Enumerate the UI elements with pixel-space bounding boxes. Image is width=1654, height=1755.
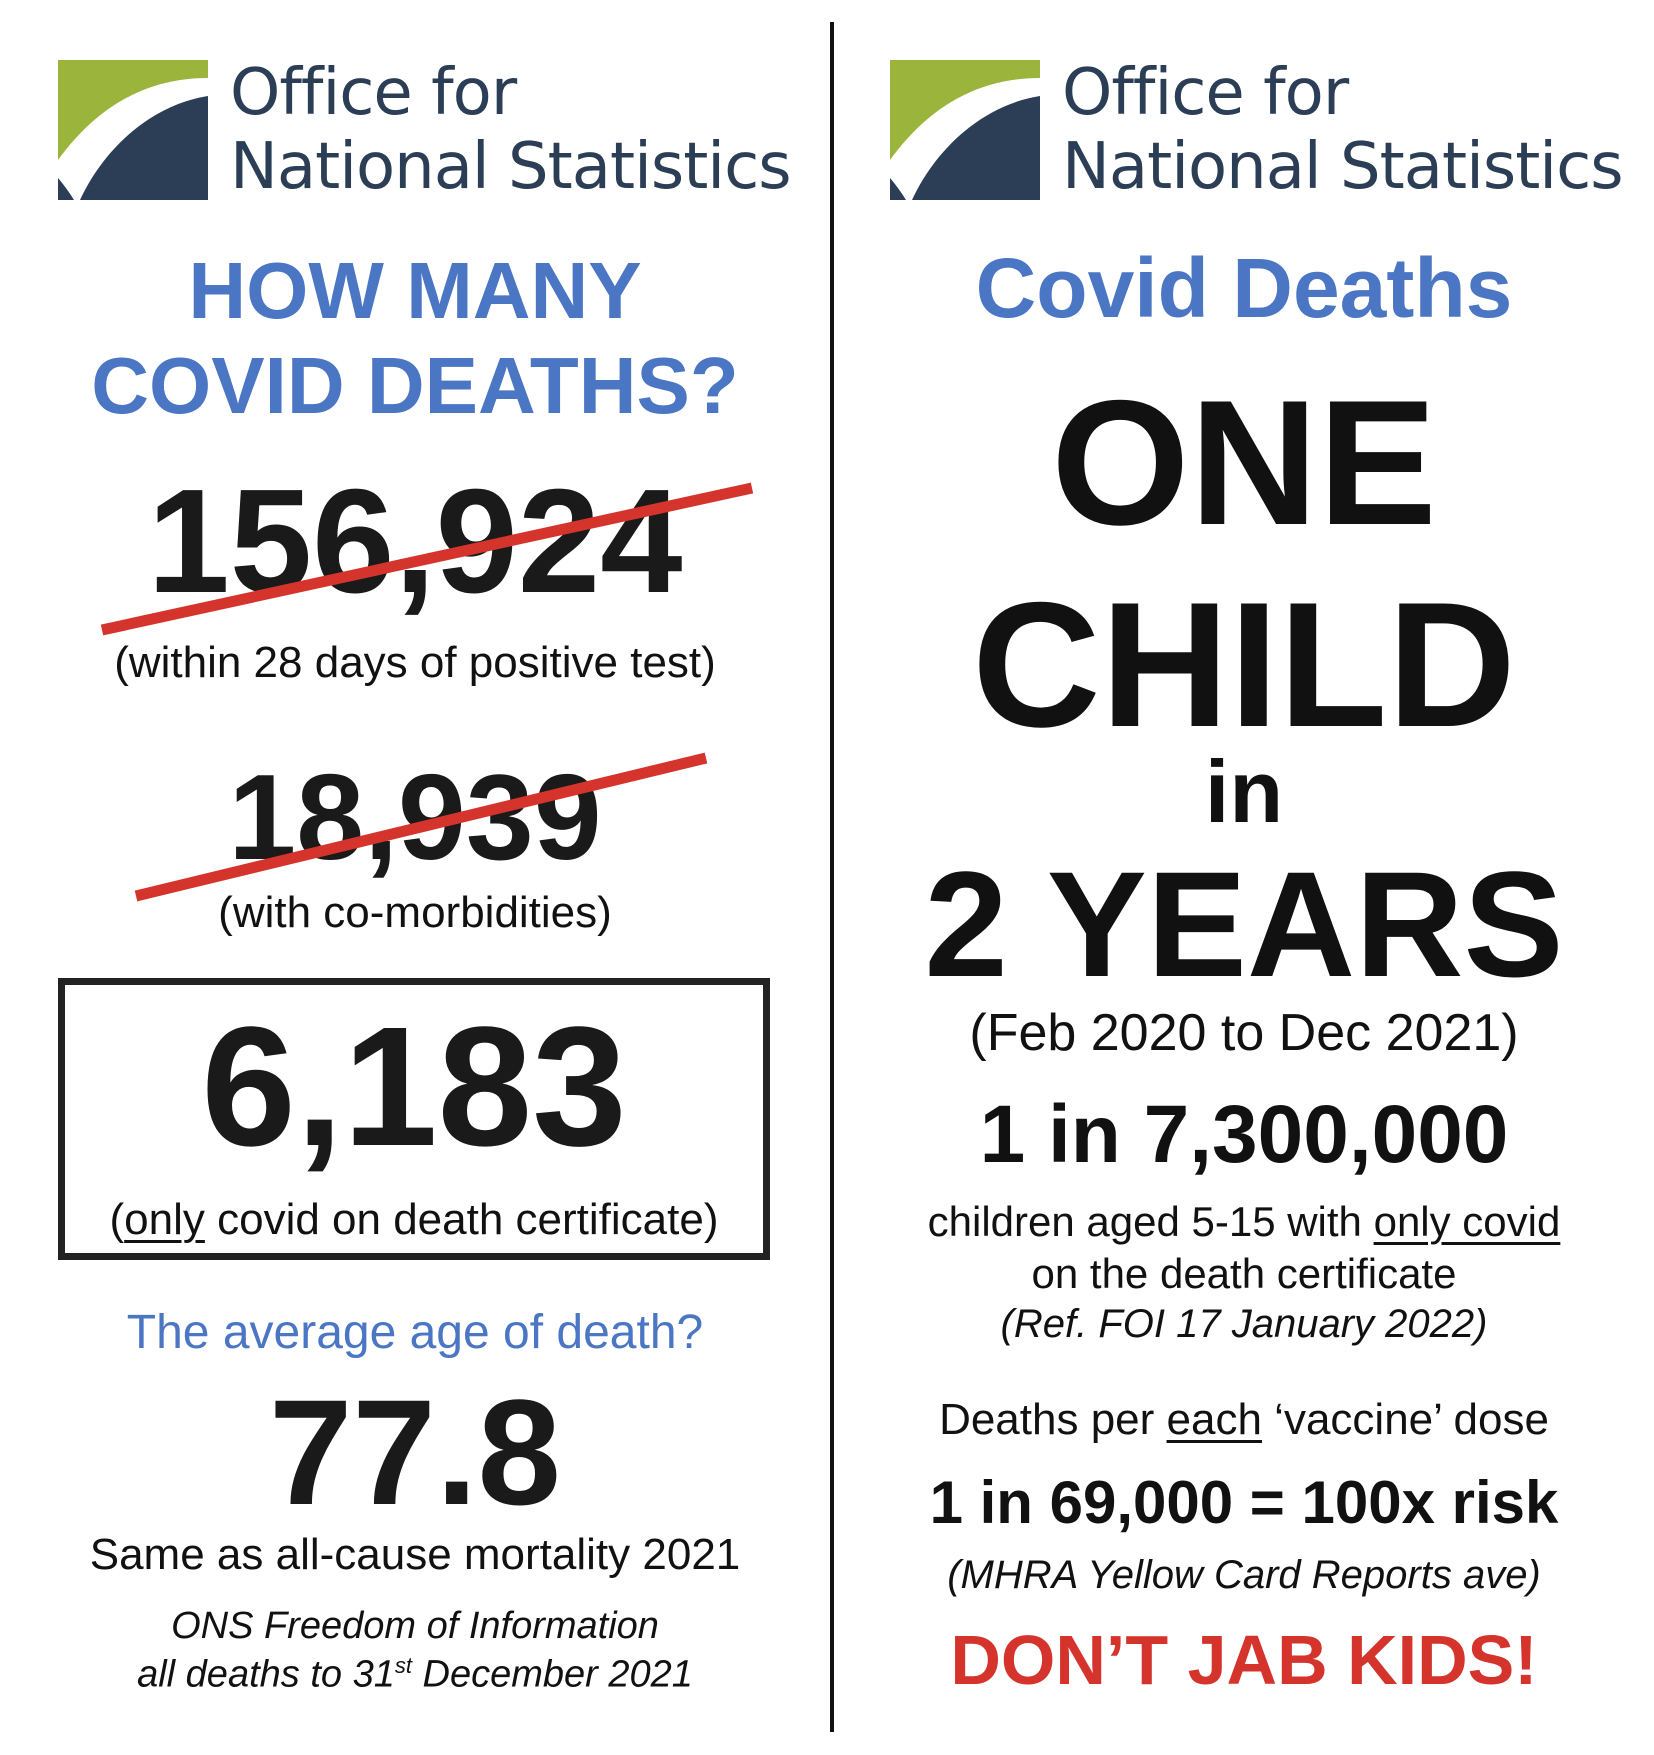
caption-only-covid: (only covid on death certificate) — [109, 1195, 719, 1244]
foi-reference: (Ref. FOI 17 January 2022) — [1000, 1302, 1488, 1346]
date-range: (Feb 2020 to Dec 2021) — [969, 1004, 1519, 1062]
slogan: DON’T JAB KIDS! — [950, 1621, 1538, 1699]
mhra-source: (MHRA Yellow Card Reports ave) — [947, 1553, 1541, 1597]
caption-within-28-days: (within 28 days of positive test) — [114, 638, 716, 687]
question-line-2: COVID DEATHS? — [91, 341, 739, 430]
child-ratio: 1 in 7,300,000 — [979, 1089, 1509, 1180]
source-line-2: all deaths to 31st December 2021 — [137, 1653, 693, 1696]
headline-in: in — [1204, 742, 1284, 841]
stat-only-covid: 6,183 — [201, 992, 627, 1182]
left-panel: Office for National Statistics HOW MANY … — [58, 55, 792, 1696]
vaccine-risk-ratio: 1 in 69,000 = 100x risk — [929, 1469, 1559, 1536]
age-value: 77.8 — [269, 1368, 561, 1536]
covid-deaths-title: Covid Deaths — [975, 241, 1513, 335]
logo-line-1: Office for — [230, 56, 517, 130]
strikethrough-line-2 — [134, 752, 708, 902]
ons-logo: Office for National Statistics — [890, 55, 1624, 205]
headline-one: ONE — [1051, 363, 1437, 562]
logo-line-2: National Statistics — [1062, 130, 1624, 204]
children-description-2: on the death certificate — [1031, 1250, 1457, 1297]
column-divider — [830, 22, 834, 1732]
source-line-1: ONS Freedom of Information — [171, 1605, 659, 1647]
question-line-1: HOW MANY — [188, 246, 642, 335]
only-covid-box: 6,183 (only covid on death certificate) — [58, 978, 770, 1260]
logo-line-1: Office for — [1062, 56, 1349, 130]
ons-logo-icon — [890, 60, 1040, 200]
age-question: The average age of death? — [126, 1306, 704, 1359]
ons-logo-icon — [58, 60, 208, 200]
headline-2-years: 2 YEARS — [924, 840, 1564, 1008]
right-panel: Office for National Statistics Covid Dea… — [834, 0, 1654, 1755]
children-description-1: children aged 5-15 with only covid — [927, 1198, 1561, 1245]
strikethrough-line-1 — [100, 482, 754, 636]
logo-line-2: National Statistics — [230, 130, 792, 204]
ons-logo: Office for National Statistics — [58, 55, 792, 205]
stat-within-28-days: 156,924 — [147, 459, 683, 624]
age-note: Same as all-cause mortality 2021 — [89, 1530, 741, 1579]
headline-child: CHILD — [972, 565, 1516, 764]
caption-with-comorbidities: (with co-morbidities) — [218, 888, 612, 937]
vaccine-deaths-label: Deaths per each ‘vaccine’ dose — [939, 1395, 1549, 1444]
